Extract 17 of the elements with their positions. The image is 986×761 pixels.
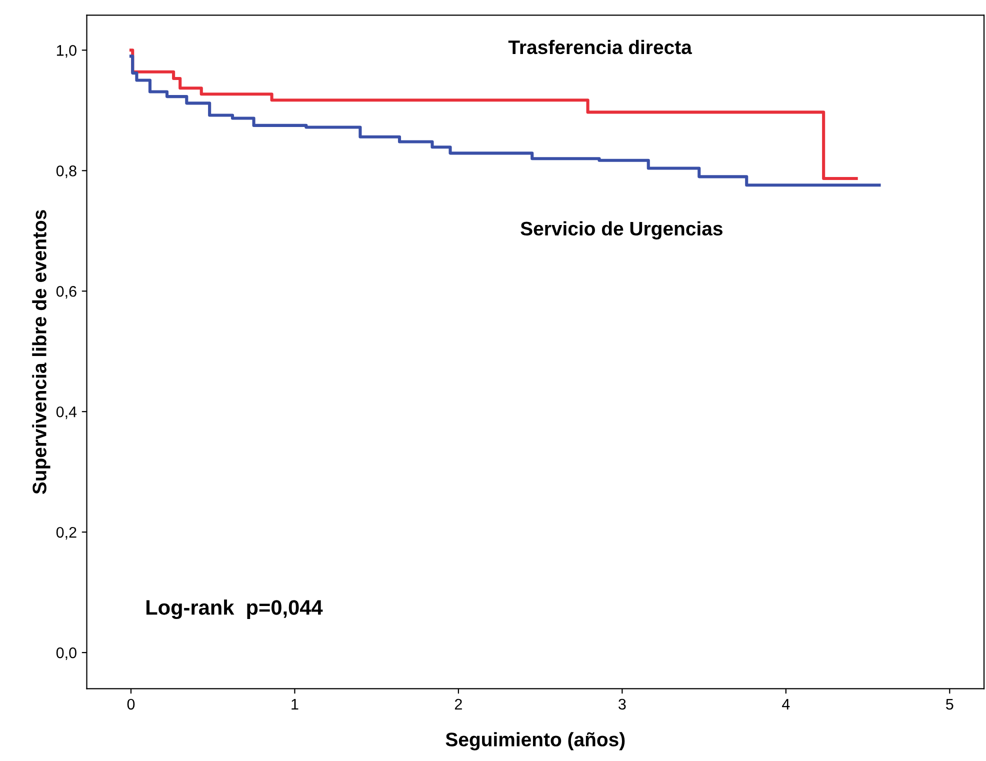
annotation: Log-rank p=0,044	[146, 600, 323, 620]
y-axis-title: Supervivencia libre de eventos	[32, 210, 50, 494]
x-tick-label: 2	[454, 698, 462, 710]
y-tick-label: 0,8	[56, 166, 76, 178]
x-tick-label: 0	[127, 698, 135, 710]
y-tick-label: 1,0	[56, 45, 76, 58]
y-tick-label: 0,2	[56, 526, 76, 540]
text: Trasferencia directa	[508, 40, 692, 54]
text: Servicio de Urgencias	[520, 221, 722, 240]
y-tick-label: 0,4	[56, 406, 77, 420]
x-axis-title: Seguimiento (años)	[446, 732, 625, 750]
y-tick-label: 0,0	[56, 647, 76, 660]
x-tick-label: 1	[292, 698, 298, 710]
y-tick-label: 0,6	[56, 286, 76, 299]
x-tick-label: 3	[618, 698, 626, 710]
x-tick-label: 5	[946, 698, 954, 710]
x-tick-label: 4	[782, 698, 790, 710]
